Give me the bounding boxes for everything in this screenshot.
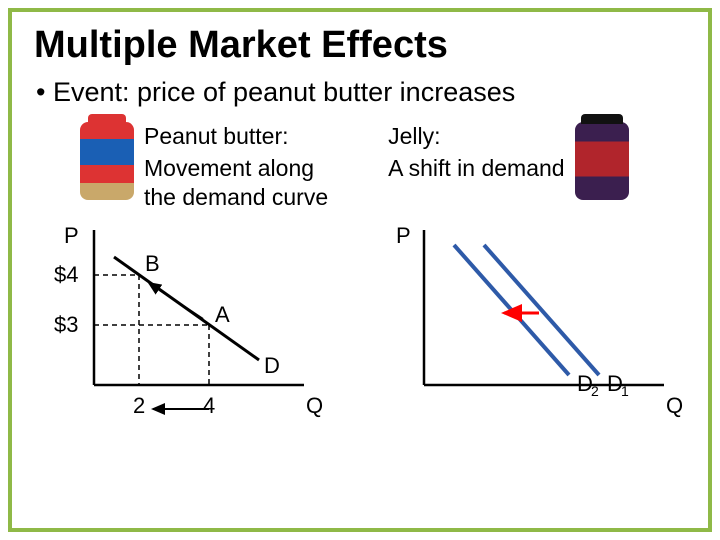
svg-text:4: 4 (203, 393, 215, 418)
svg-text:D: D (264, 353, 280, 378)
jelly-jar-icon (575, 122, 629, 200)
column-peanut-butter: Peanut butter: Movement along the demand… (80, 122, 328, 211)
pb-sub: Movement along the demand curve (144, 154, 328, 212)
peanut-butter-jar-icon (80, 122, 134, 200)
svg-text:2: 2 (133, 393, 145, 418)
svg-text:P: P (64, 223, 79, 248)
slide-title: Multiple Market Effects (34, 24, 686, 67)
svg-text:A: A (215, 302, 230, 327)
columns: Peanut butter: Movement along the demand… (34, 122, 686, 211)
chart-peanut-butter: P Q $4 $3 2 4 D A B (34, 215, 334, 445)
svg-text:P: P (396, 223, 411, 248)
column-jelly: Jelly: A shift in demand (388, 122, 628, 211)
svg-text:1: 1 (621, 383, 629, 399)
jelly-header: Jelly: (388, 122, 564, 151)
chart-jelly: PQD1D2 (364, 215, 694, 445)
charts-row: PQ$4$324DAB PQD1D2 (34, 215, 686, 445)
svg-text:Q: Q (306, 393, 323, 418)
svg-text:Q: Q (666, 393, 683, 418)
bullet-event: Event: price of peanut butter increases (36, 77, 686, 108)
svg-text:2: 2 (591, 383, 599, 399)
svg-text:B: B (145, 251, 160, 276)
pb-header: Peanut butter: (144, 122, 328, 151)
jelly-sub: A shift in demand (388, 154, 564, 183)
svg-text:$4: $4 (54, 262, 78, 287)
svg-text:$3: $3 (54, 312, 78, 337)
